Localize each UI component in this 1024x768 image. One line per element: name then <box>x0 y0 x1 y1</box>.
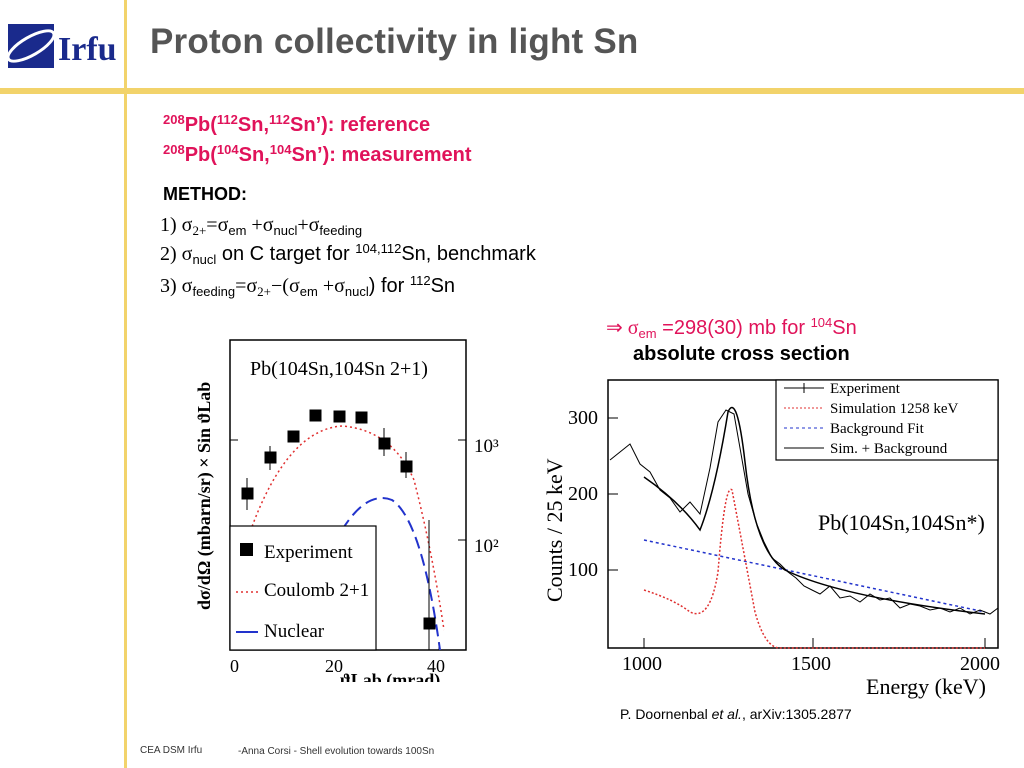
footer-author: -Anna Corsi - Shell evolution towards 10… <box>238 746 435 757</box>
coulomb-curve <box>243 425 445 631</box>
method-step-1: 1) σ2+=σem +σnucl+σfeeding <box>160 214 363 238</box>
left-legend <box>229 525 377 651</box>
legend-experiment: Experiment <box>264 542 353 563</box>
data-point <box>333 410 346 423</box>
method-step-2: 2) σnucl on C target for 104,112Sn, benc… <box>160 241 536 267</box>
energy-spectrum-plot: 300 200 100 1000 1500 2000 Energy (keV) … <box>542 379 1000 699</box>
tick-1e3: 10³ <box>474 436 499 457</box>
left-ylabel: dσ/dΩ (mbarn/sr) × Sin ϑLab <box>194 382 215 610</box>
xtick-1000: 1000 <box>622 653 662 675</box>
data-point <box>355 411 368 424</box>
right-legend <box>775 379 999 461</box>
legend-background-fit: Background Fit <box>830 421 925 437</box>
citation: P. Doornenbal et al., arXiv:1305.2877 <box>620 706 852 722</box>
header-divider <box>0 88 1024 94</box>
ytick-200: 200 <box>568 483 598 505</box>
legend-experiment-r: Experiment <box>830 381 901 397</box>
irfu-logo: Irfu <box>6 14 118 76</box>
xtick-40: 40 <box>427 656 445 676</box>
experiment-histogram <box>609 409 999 615</box>
data-point <box>287 430 300 443</box>
background-fit-curve <box>643 539 986 613</box>
legend-simulation: Simulation 1258 keV <box>830 401 958 417</box>
ytick-100: 100 <box>568 559 598 581</box>
footer-org: CEA DSM Irfu <box>140 745 203 756</box>
measurement-reaction: 208Pb(104Sn,104Sn’): measurement <box>163 142 472 166</box>
xtick-1500: 1500 <box>791 653 831 675</box>
left-xlabel: ϑLab (mrad) <box>340 670 440 682</box>
xtick-2000: 2000 <box>960 653 1000 675</box>
legend-sim-background: Sim. + Background <box>830 441 948 457</box>
simulation-curve <box>643 488 985 649</box>
reference-reaction: 208Pb(112Sn,112Sn’): reference <box>163 112 431 136</box>
method-heading: METHOD: <box>163 184 247 204</box>
vertical-divider <box>124 0 127 768</box>
xtick-0: 0 <box>230 656 239 676</box>
page-title: Proton collectivity in light Sn <box>150 22 639 61</box>
experiment-points <box>241 409 436 650</box>
legend-nuclear: Nuclear <box>264 621 325 642</box>
nuclear-curve <box>341 497 441 651</box>
angular-distribution-plot: Pb(104Sn,104Sn 2+1) 10³ 10² 0 20 40 ϑLab… <box>194 339 499 682</box>
legend-coulomb: Coulomb 2+1 <box>264 580 369 601</box>
logo-text: Irfu <box>58 31 117 68</box>
xtick-20: 20 <box>325 656 343 676</box>
right-xlabel: Energy (keV) <box>866 674 986 699</box>
data-point <box>309 409 322 422</box>
right-plot-label: Pb(104Sn,104Sn*) <box>818 510 985 535</box>
tick-1e2: 10² <box>474 536 499 557</box>
ytick-300: 300 <box>568 407 598 429</box>
absolute-cross-section-label: absolute cross section <box>633 343 850 365</box>
left-plot-label: Pb(104Sn,104Sn 2+1) <box>250 358 428 380</box>
method-step-3: 3) σfeeding=σ2+−(σem +σnucl) for 112Sn <box>160 273 456 299</box>
result-line: ⇒ σem =298(30) mb for 104Sn <box>606 315 857 341</box>
right-ylabel: Counts / 25 keV <box>542 458 567 602</box>
